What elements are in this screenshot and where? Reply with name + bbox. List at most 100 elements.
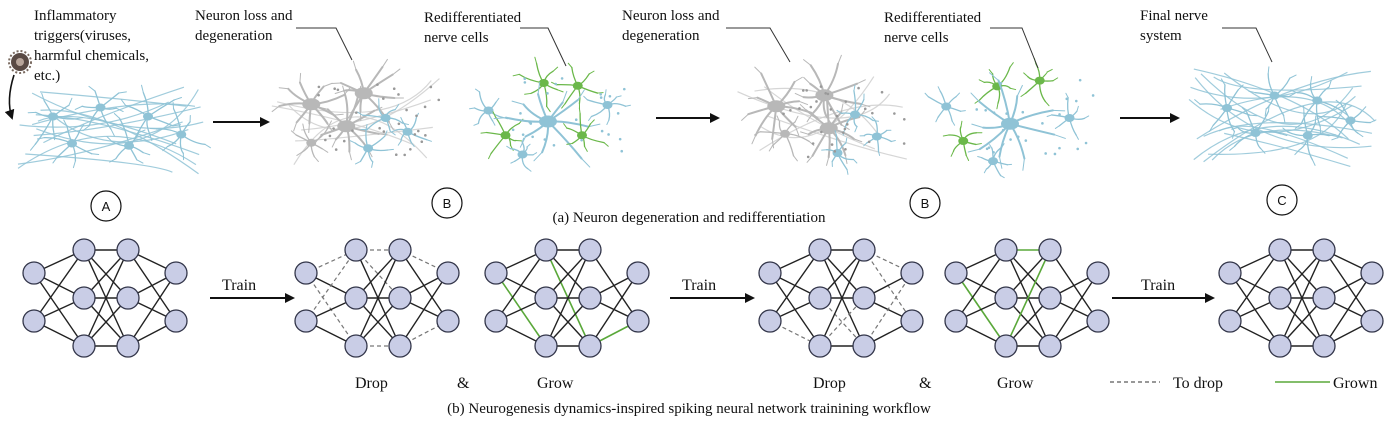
neuron-branch: [942, 134, 950, 137]
neuron-branch: [1009, 62, 1014, 68]
edge: [495, 249, 547, 322]
neuron-branch: [352, 60, 357, 71]
network-node: [116, 238, 140, 262]
legend: To drop Grown: [1110, 375, 1377, 392]
neuron-branch: [521, 137, 525, 143]
neuron-branch: [296, 151, 303, 156]
debris-dot: [351, 129, 354, 132]
debris-dot: [392, 87, 396, 91]
debris-dot: [833, 150, 837, 153]
neuron-branch: [563, 123, 568, 129]
neuron-branch: [302, 123, 305, 131]
neuron-branch: [840, 103, 844, 113]
neuron-branch: [1000, 175, 1005, 179]
debris-dot: [844, 100, 848, 103]
neuron-cluster-degeneration-2: [737, 54, 907, 175]
neuron-branch: [469, 107, 475, 110]
svg-text:B: B: [921, 196, 930, 211]
neuron-branch: [977, 155, 983, 159]
debris-dot: [355, 111, 358, 114]
debris-dot: [1024, 139, 1028, 142]
neuron-branch: [1054, 125, 1060, 129]
network-node: [852, 238, 876, 262]
neuron-branch: [1209, 124, 1214, 132]
neuron-soma: [402, 127, 413, 136]
caption-a: (a) Neuron degeneration and redifferenti…: [553, 210, 826, 226]
debris-dot: [880, 90, 884, 94]
neuron-branch: [1220, 78, 1226, 86]
network-node: [534, 238, 558, 262]
neuron-branch: [371, 161, 374, 168]
neuron-soma: [517, 150, 528, 159]
network-diagrams: [22, 238, 1384, 358]
neuron-branch: [587, 123, 601, 128]
neuron-branch: [290, 130, 297, 136]
network-node: [900, 261, 924, 285]
neuron-branch: [1065, 92, 1069, 99]
debris-dot: [543, 138, 547, 141]
neuron-branch: [1267, 66, 1270, 75]
network-node: [164, 261, 188, 285]
debris-dot: [985, 147, 989, 151]
neuron-branch: [967, 148, 981, 153]
neuron-branch: [799, 104, 807, 111]
neuron-branch: [1241, 107, 1248, 113]
nerve-fiber: [737, 91, 891, 119]
nerve-fiber: [1200, 73, 1354, 125]
neuron-soma: [1001, 117, 1019, 130]
debris-dot: [999, 81, 1003, 85]
neuron-branch: [1328, 134, 1336, 137]
network-node: [1268, 286, 1292, 310]
neuron-branch: [1044, 100, 1050, 107]
neuron-branch: [137, 129, 146, 134]
nerve-fiber: [1193, 68, 1349, 140]
network-node: [1038, 286, 1062, 310]
neuron-branch: [1083, 115, 1090, 119]
debris-dot: [382, 97, 385, 100]
debris-dot: [600, 129, 604, 133]
neuron-branch: [935, 116, 939, 123]
callout-redif2: [990, 27, 1039, 69]
neuron-branch: [319, 106, 329, 110]
neuron-soma: [1302, 131, 1313, 140]
nerve-fiber: [763, 86, 876, 150]
neuron-branch: [567, 62, 573, 69]
neuron-branch: [141, 84, 144, 94]
neuron-branch: [951, 120, 956, 126]
neuron-branch: [834, 130, 837, 136]
debris-dot: [863, 107, 867, 111]
edge: [819, 249, 865, 347]
neuron-branch: [1023, 72, 1029, 78]
neuron-branch: [1288, 92, 1296, 98]
debris-dot: [560, 77, 564, 80]
debris-dot: [521, 133, 525, 136]
neuron-branch: [1075, 134, 1079, 140]
neuron-soma: [602, 101, 613, 109]
neuron-branch: [74, 117, 84, 120]
neuron-branch: [271, 105, 280, 113]
neuron-branch: [583, 95, 588, 101]
debris-dot: [324, 138, 327, 142]
debris-dot: [413, 133, 417, 136]
neuron-branch: [1231, 127, 1239, 130]
debris-dot: [824, 91, 827, 95]
neuron-branch: [1357, 132, 1364, 138]
debris-dot: [423, 105, 427, 109]
network-node: [1038, 334, 1062, 358]
part-b: Train Train Train Drop & Grow Drop & Gro…: [22, 238, 1384, 417]
neuron-branch: [142, 152, 151, 156]
neuron-branch: [1280, 133, 1288, 137]
neuron-branch: [1335, 99, 1342, 105]
edge: [355, 249, 401, 347]
neuron-branch: [323, 82, 333, 88]
label-neuron-loss-2: Neuron loss and degeneration: [622, 8, 723, 44]
debris-dot: [992, 150, 995, 154]
neuron-branch: [391, 129, 398, 133]
neuron-branch: [327, 120, 332, 127]
debris-dot: [1058, 146, 1061, 150]
neuron-branch: [803, 76, 811, 85]
neuron-branch: [552, 66, 559, 72]
neuron-branch: [588, 70, 595, 75]
network-drop-2: [758, 238, 924, 358]
neuron-branch: [1328, 79, 1332, 88]
